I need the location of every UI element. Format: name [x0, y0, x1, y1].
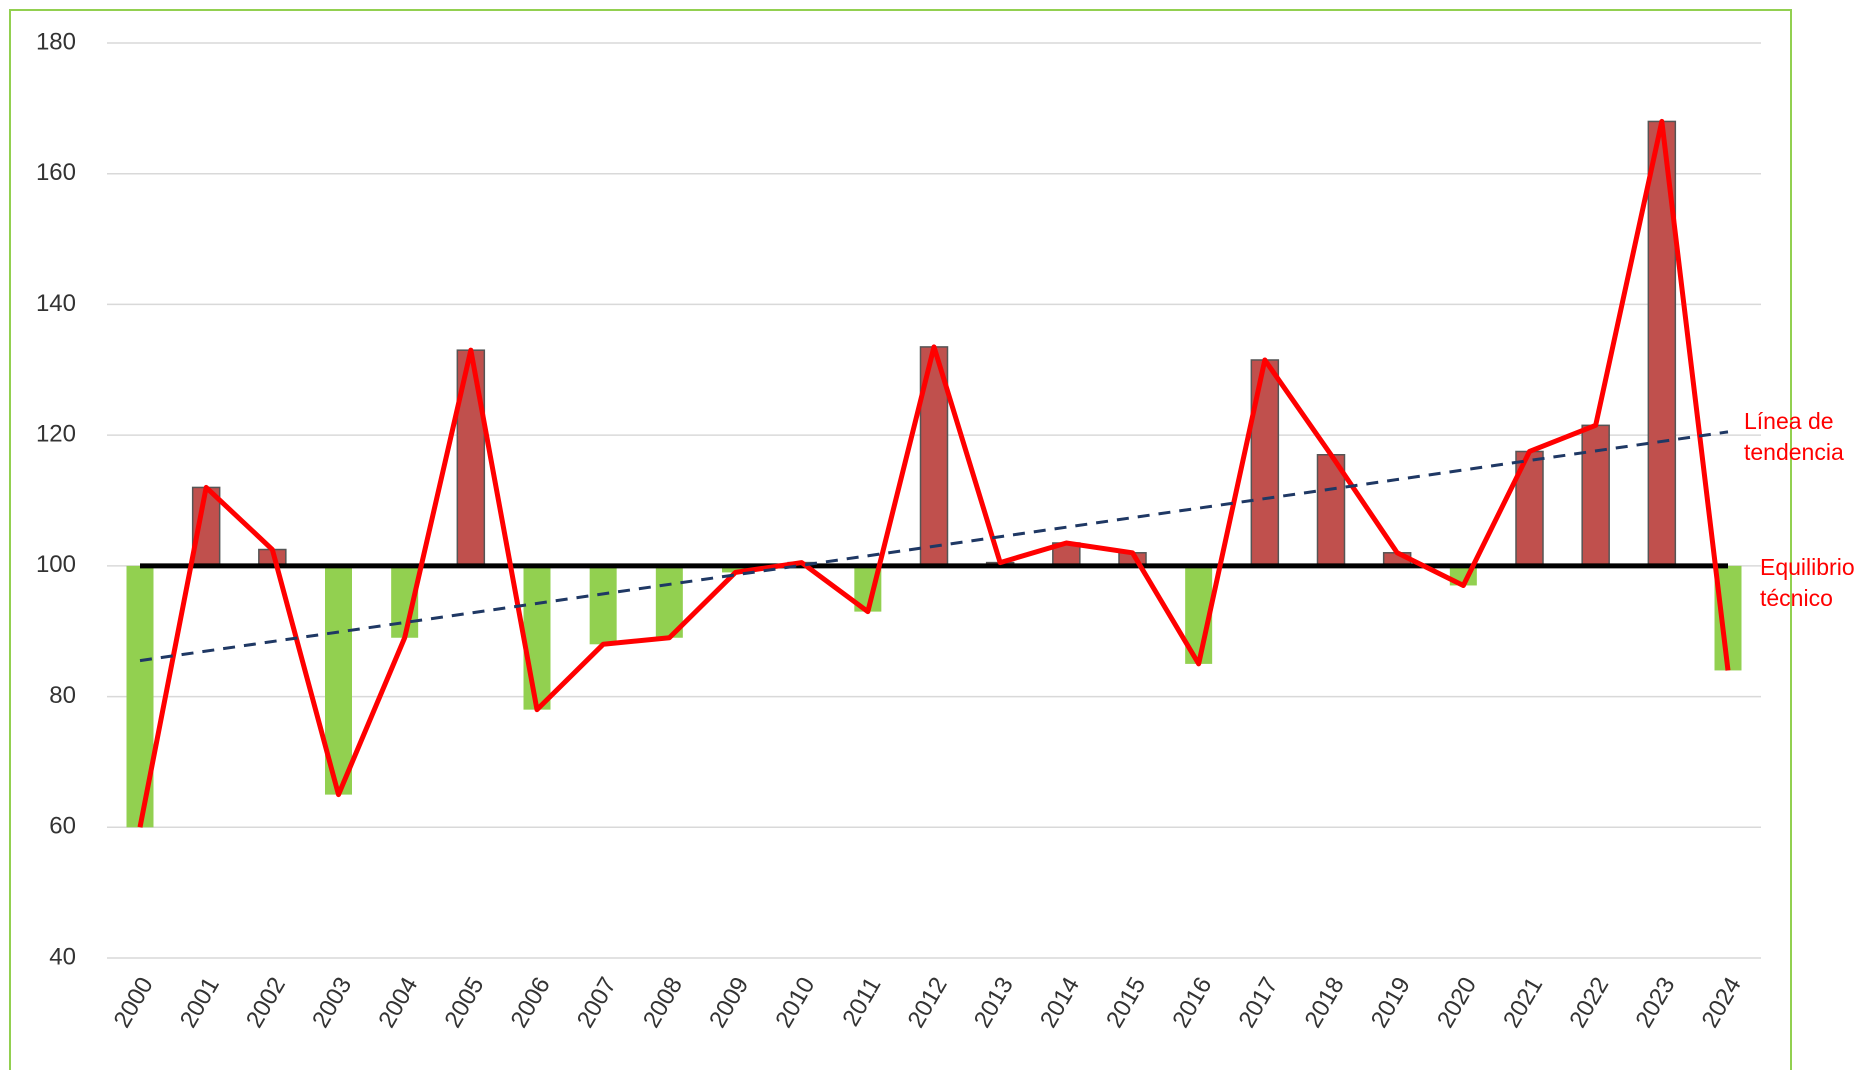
y-tick-label: 80	[49, 682, 76, 709]
bar	[722, 565, 749, 573]
annotation: Línea de	[1744, 408, 1834, 434]
x-tick-label: 2008	[638, 973, 688, 1033]
x-tick-label: 2016	[1167, 973, 1217, 1033]
y-tick-label: 40	[49, 943, 76, 970]
trend-line	[139, 430, 1729, 663]
x-tick-label: 2011	[837, 973, 886, 1031]
y-tick-label: 60	[49, 813, 76, 840]
bar	[589, 565, 617, 645]
annotation: técnico	[1760, 585, 1833, 611]
x-tick-label: 2024	[1697, 973, 1747, 1033]
y-tick-label: 100	[36, 551, 76, 578]
x-tick-label: 2021	[1498, 973, 1548, 1033]
bar	[1250, 359, 1280, 567]
x-tick-label: 2018	[1300, 973, 1350, 1033]
y-tick-label: 120	[36, 420, 76, 447]
x-tick-label: 2002	[241, 973, 291, 1033]
bar	[1581, 424, 1610, 567]
y-tick-label: 160	[36, 159, 76, 186]
bar	[523, 565, 551, 710]
frame	[9, 9, 1792, 1070]
x-tick-label: 2015	[1101, 973, 1151, 1033]
x-tick-label: 2000	[109, 973, 159, 1033]
x-tick-label: 2014	[1035, 973, 1085, 1033]
x-tick-label: 2010	[770, 973, 820, 1033]
x-tick-label: 2003	[307, 973, 357, 1033]
x-tick-label: 2006	[506, 973, 556, 1033]
bar	[1316, 454, 1346, 567]
x-tick-label: 2009	[704, 973, 754, 1033]
line	[137, 118, 1731, 828]
x-tick-label: 2020	[1432, 973, 1482, 1033]
x-tick-label: 2012	[903, 973, 953, 1033]
x-tick-label: 2023	[1630, 973, 1680, 1033]
x-tick-label: 2022	[1564, 973, 1614, 1033]
x-tick-label: 2019	[1366, 973, 1416, 1033]
x-tick-label: 2013	[969, 973, 1019, 1033]
annotation: Equilibrio	[1760, 554, 1855, 580]
x-tick-label: 2017	[1233, 973, 1283, 1033]
y-tick-label: 180	[36, 28, 76, 55]
x-tick-label: 2001	[175, 973, 225, 1033]
x-tick-label: 2007	[572, 973, 622, 1033]
x-tick-label: 2004	[373, 973, 423, 1033]
x-tick-label: 2005	[439, 973, 489, 1033]
annotation: tendencia	[1744, 439, 1844, 465]
y-tick-label: 140	[36, 290, 76, 317]
